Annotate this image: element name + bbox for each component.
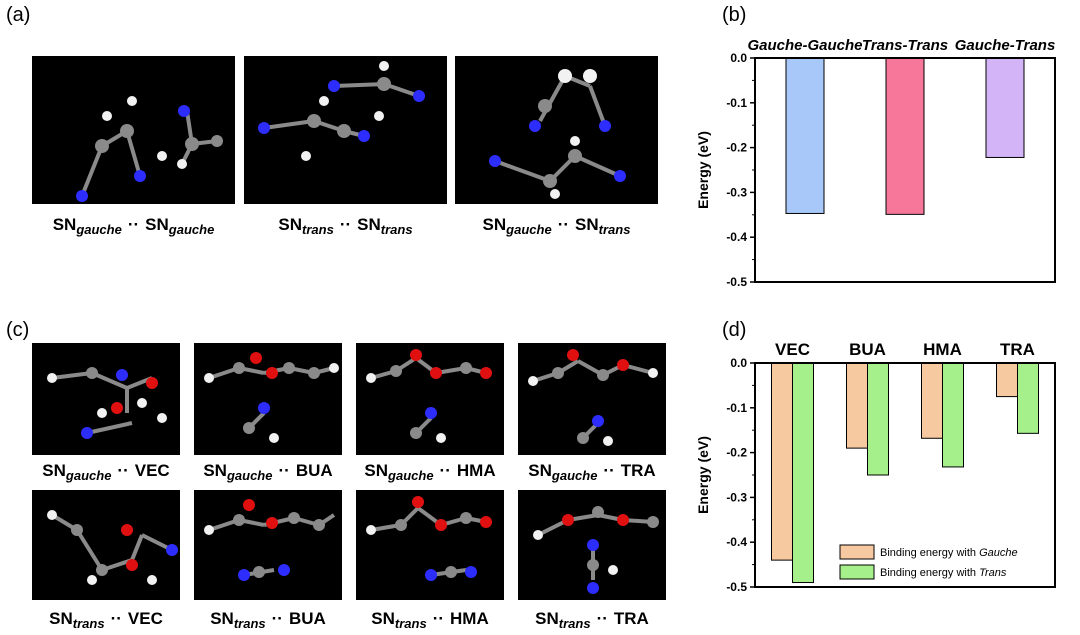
chart-b-bar-1 [885,57,925,215]
panel-label-c: (c) [6,319,30,341]
molecule-image-c1 [32,343,180,455]
chart-d-legend-swatch [839,564,875,580]
caption-c4: SNgauche ·· TRA [528,461,656,483]
panel-label-a: (a) [6,4,31,26]
chart-d-ylabel: Energy (eV) [695,436,711,514]
caption-c1: SNgauche ·· VEC [42,461,170,483]
caption-a3: SNgauche ·· SNtrans [482,215,631,237]
d-ytick-label: -0.2 [726,446,747,460]
chart-b-ylabel: Energy (eV) [695,131,711,209]
molecule-image-a1 [32,56,235,204]
chart-b-category-label: Gauche-Trans [955,37,1056,54]
molecule-image-c6 [194,490,342,600]
caption-c7: SNtrans ·· HMA [371,609,489,631]
chart-d-bar-tra-gauche [996,362,1018,398]
molecule-image-a3 [455,56,658,204]
chart-d-category-label: BUA [849,340,886,359]
chart-d-bar-vec-gauche [771,362,793,561]
chart-d-bar-hma-gauche [921,362,943,439]
chart-b-bar-2 [985,57,1025,158]
chart-b-bar-0 [785,57,825,214]
caption-c2: SNgauche ·· BUA [203,461,333,483]
molecule-image-c5 [32,490,180,600]
molecule-image-c3 [356,343,504,455]
chart-d-bar-hma-trans [942,362,964,468]
b-ytick-label: -0.4 [726,230,747,244]
chart-d-bar-bua-trans [867,362,889,476]
d-ytick-label: -0.3 [726,490,747,504]
chart-d-category-label: VEC [775,340,810,359]
b-ytick-label: -0.3 [726,185,747,199]
molecule-image-c7 [356,490,504,600]
chart-b-category-label: Gauche-Gauche [747,37,862,54]
chart-b-category-label: Trans-Trans [862,37,948,54]
molecule-image-a2 [244,56,447,204]
chart-d-bar-vec-trans [792,362,814,584]
caption-c5: SNtrans ·· VEC [49,609,163,631]
caption-c3: SNgauche ·· HMA [364,461,496,483]
caption-c6: SNtrans ·· BUA [210,609,326,631]
d-ytick-label: -0.1 [726,401,747,415]
d-ytick-label: -0.5 [726,580,747,594]
d-ytick-label: 0.0 [730,356,747,370]
chart-d-category-label: TRA [1000,340,1035,359]
caption-a1: SNgauche ·· SNgauche [52,215,215,237]
molecule-image-c2 [194,343,342,455]
panel-label-d: (d) [722,319,747,341]
chart-d-legend-swatch [839,544,875,560]
chart-d-bar-bua-gauche [846,362,868,449]
chart-d-category-label: HMA [923,340,962,359]
panel-label-b: (b) [722,4,747,26]
molecule-image-c8 [518,490,666,600]
b-ytick-label: -0.2 [726,141,747,155]
chart-d-frame [754,362,1056,588]
b-ytick-label: 0.0 [730,51,747,65]
molecule-image-c4 [518,343,666,455]
d-ytick-label: -0.4 [726,535,747,549]
caption-c8: SNtrans ·· TRA [535,609,649,631]
caption-a2: SNtrans ·· SNtrans [278,215,413,237]
chart-d-bar-tra-trans [1017,362,1039,434]
chart-b-frame [754,57,1056,283]
b-ytick-label: -0.5 [726,275,747,289]
b-ytick-label: -0.1 [726,96,747,110]
chart-b: Energy (eV) 0.0 -0.1 -0.2 -0.3 -0.4 -0.5 Gauc… [695,37,1056,289]
chart-d: Energy (eV) 0.0 -0.1 -0.2 -0.3 -0.4 -0.5 VEC B… [695,340,1056,594]
chart-d-legend-label: Binding energy with Trans [880,567,1007,579]
chart-d-legend-label: Binding energy with Gauche [880,547,1018,559]
